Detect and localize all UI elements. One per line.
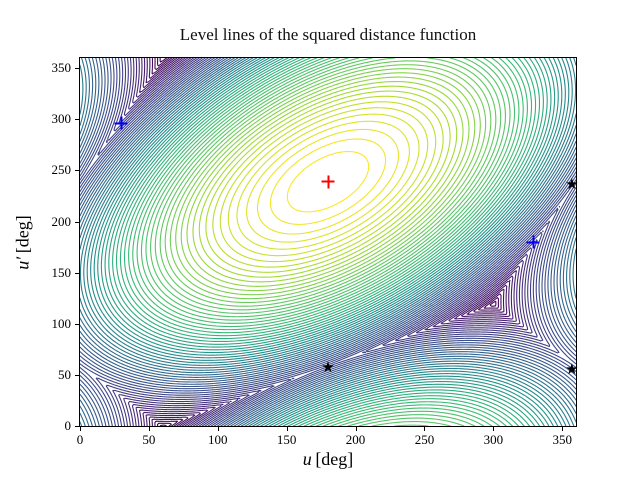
x-tick (217, 427, 219, 431)
x-tick (493, 427, 495, 431)
marker-layer: ★ ★ ★ (80, 58, 579, 426)
x-axis-label: u [deg] (79, 449, 577, 470)
y-tick (75, 374, 79, 376)
marker-blue-plus-2 (526, 235, 540, 249)
chart-title: Level lines of the squared distance func… (179, 25, 477, 44)
y-tick-label: 150 (51, 264, 72, 280)
x-tick (424, 427, 426, 431)
x-tick (562, 427, 564, 431)
x-tick-label: 0 (76, 432, 84, 447)
y-tick (75, 272, 79, 274)
y-tick-label: 250 (51, 162, 72, 178)
x-axis-label-var: u (302, 449, 312, 469)
contour-plot-canvas (80, 58, 576, 426)
marker-red-plus (321, 175, 335, 189)
y-tick (75, 426, 79, 427)
x-tick-label: 250 (414, 432, 435, 447)
x-tick-label: 350 (552, 432, 572, 447)
marker-black-star-3: ★ (565, 359, 579, 378)
x-tick (355, 427, 357, 431)
x-axis-label-unit: [deg] (315, 449, 354, 469)
y-axis-label-unit: [deg] (12, 215, 33, 254)
y-tick (75, 323, 79, 325)
y-tick-label: 300 (51, 111, 72, 127)
y-axis-label-var: u′ (12, 256, 33, 270)
marker-black-star-2: ★ (565, 174, 579, 193)
x-tick-label: 100 (208, 432, 228, 447)
y-tick-label: 0 (64, 418, 72, 433)
x-tick-label: 200 (345, 432, 366, 447)
y-axis-label: u′ [deg] (13, 163, 34, 323)
y-tick (75, 68, 79, 70)
y-tick-label: 50 (58, 366, 71, 382)
x-tick (286, 427, 288, 431)
y-tick (75, 170, 79, 172)
plot-area: ★ ★ ★ (79, 57, 579, 427)
marker-blue-plus-1 (114, 116, 128, 130)
y-tick (75, 119, 79, 121)
x-tick (148, 427, 150, 431)
y-tick-label: 350 (51, 60, 72, 76)
marker-black-star-1: ★ (321, 357, 335, 376)
y-tick-label: 100 (51, 315, 72, 331)
x-tick-label: 300 (483, 432, 504, 447)
x-tick-label: 50 (142, 432, 156, 447)
x-tick-label: 150 (276, 432, 297, 447)
y-tick-label: 200 (51, 213, 72, 229)
x-tick (80, 427, 81, 431)
y-tick (75, 221, 79, 223)
